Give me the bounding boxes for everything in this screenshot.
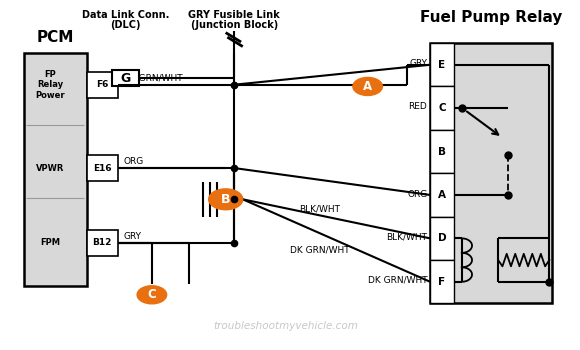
Text: ORG: ORG: [124, 157, 144, 166]
Text: RED: RED: [408, 102, 427, 111]
Text: B: B: [221, 193, 230, 206]
Text: troubleshootmyvehicle.com: troubleshootmyvehicle.com: [213, 321, 358, 331]
Text: GRY: GRY: [124, 232, 142, 241]
Bar: [430, 130, 454, 173]
Text: D: D: [438, 233, 447, 243]
Text: F6: F6: [96, 80, 108, 89]
Text: Data Link Conn.: Data Link Conn.: [82, 10, 169, 20]
Text: DK GRN/WHT: DK GRN/WHT: [124, 74, 183, 83]
Bar: [112, 70, 139, 86]
Text: C: C: [438, 103, 446, 113]
Circle shape: [353, 77, 382, 96]
Bar: [86, 72, 118, 98]
Text: BLK/WHT: BLK/WHT: [299, 205, 340, 214]
Text: B12: B12: [92, 238, 112, 247]
Text: E: E: [438, 60, 445, 70]
Circle shape: [209, 189, 242, 210]
Text: (Junction Block): (Junction Block): [191, 21, 278, 30]
Text: F: F: [438, 277, 445, 287]
Text: GRY: GRY: [409, 58, 427, 68]
Bar: [430, 217, 454, 260]
Bar: [430, 43, 552, 303]
Bar: [86, 230, 118, 256]
Text: ORG: ORG: [407, 190, 427, 199]
Text: C: C: [147, 288, 156, 301]
Bar: [430, 173, 454, 217]
Bar: [430, 43, 454, 86]
Text: BLK/WHT: BLK/WHT: [386, 232, 427, 241]
Text: A: A: [438, 190, 446, 200]
Text: A: A: [363, 80, 372, 93]
Text: FPM: FPM: [41, 238, 60, 247]
Text: B: B: [438, 147, 446, 156]
Bar: [24, 54, 86, 286]
Circle shape: [137, 286, 166, 304]
Text: PCM: PCM: [37, 30, 74, 45]
Text: (DLC): (DLC): [111, 21, 141, 30]
Text: E16: E16: [93, 163, 111, 173]
Text: DK GRN/WHT: DK GRN/WHT: [368, 275, 427, 285]
Text: GRY Fusible Link: GRY Fusible Link: [188, 10, 280, 20]
Text: Fuel Pump Relay: Fuel Pump Relay: [420, 10, 563, 25]
Text: VPWR: VPWR: [36, 163, 64, 173]
Bar: [430, 260, 454, 303]
Text: DK GRN/WHT: DK GRN/WHT: [289, 246, 349, 255]
Text: G: G: [121, 72, 131, 85]
Bar: [430, 86, 454, 130]
Bar: [86, 155, 118, 181]
Text: FP
Relay
Power: FP Relay Power: [35, 70, 65, 100]
